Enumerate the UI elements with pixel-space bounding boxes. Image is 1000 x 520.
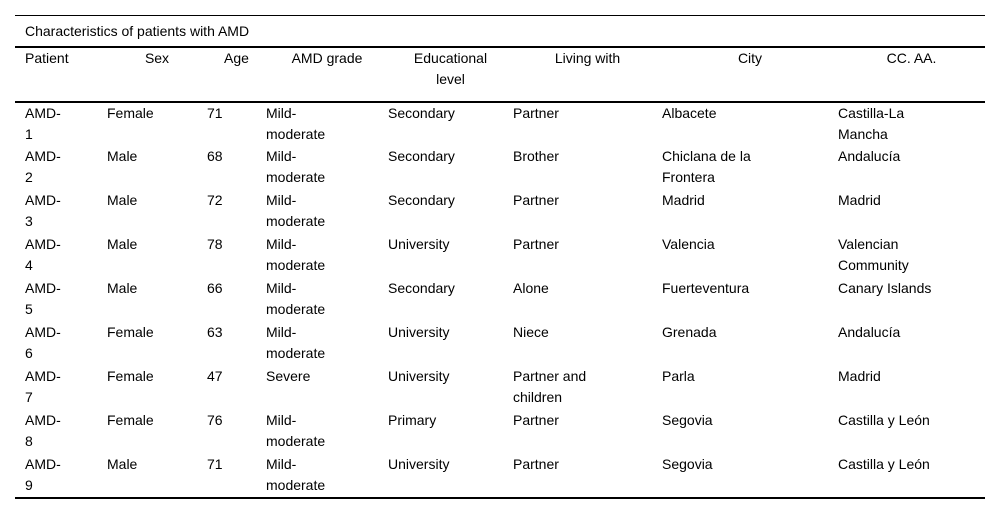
cell-living-with: Brother [513,148,559,164]
column-header-living-with: Living with [513,48,662,103]
cell-sex: Male [107,456,138,472]
column-header-patient: Patient [15,48,107,103]
table-title: Characteristics of patients with AMD [15,15,985,48]
cell-patient: AMD- 1 [25,105,61,142]
cell-age: 71 [207,105,223,121]
cell-cc-aa: Castilla y León [838,456,930,472]
cell-amd-grade: Mild- moderate [266,105,326,142]
cell-educational-level: University [388,368,450,384]
cell-cc-aa: Andalucía [838,148,901,164]
cell-city: Segovia [662,412,713,428]
cell-sex: Female [107,368,154,384]
cell-amd-grade: Mild- moderate [266,456,326,493]
cell-living-with: Partner [513,412,559,428]
cell-amd-grade: Severe [266,368,311,384]
table-row: AMD- 6 Female 63 Mild- moderate Universi… [15,322,985,366]
table-row: AMD- 1 Female 71 Mild- moderate Secondar… [15,102,985,146]
patient-characteristics-table: Characteristics of patients with AMD Pat… [15,15,985,499]
table-row: AMD- 2 Male 68 Mild- moderate Secondary … [15,146,985,190]
column-header-sex: Sex [107,48,207,103]
cell-sex: Male [107,236,138,252]
cell-cc-aa: Canary Islands [838,280,932,296]
cell-patient: AMD- 2 [25,148,61,185]
column-header-age: Age [207,48,266,103]
cell-patient: AMD- 6 [25,324,61,361]
cell-cc-aa: Madrid [838,192,881,208]
cell-sex: Male [107,192,138,208]
cell-patient: AMD- 7 [25,368,61,405]
column-header-city: City [662,48,838,103]
table-row: AMD- 4 Male 78 Mild- moderate University… [15,234,985,278]
cell-city: Valencia [662,236,715,252]
cell-educational-level: Secondary [388,192,455,208]
cell-age: 63 [207,324,223,340]
cell-sex: Female [107,105,154,121]
cell-living-with: Partner [513,192,559,208]
table-row: AMD- 8 Female 76 Mild- moderate Primary … [15,410,985,454]
cell-city: Fuerteventura [662,280,750,296]
cell-sex: Female [107,324,154,340]
cell-cc-aa: Valencian Community [838,236,909,273]
cell-sex: Male [107,280,138,296]
cell-educational-level: University [388,456,450,472]
cell-educational-level: Secondary [388,148,455,164]
cell-patient: AMD- 3 [25,192,61,229]
cell-city: Madrid [662,192,705,208]
cell-living-with: Partner [513,236,559,252]
cell-living-with: Alone [513,280,549,296]
cell-patient: AMD- 5 [25,280,61,317]
cell-amd-grade: Mild- moderate [266,192,326,229]
cell-city: Chiclana de la Frontera [662,148,751,185]
cell-educational-level: Secondary [388,280,455,296]
cell-amd-grade: Mild- moderate [266,412,326,449]
table-row: AMD- 9 Male 71 Mild- moderate University… [15,454,985,498]
column-header-cc-aa: CC. AA. [838,48,985,103]
cell-cc-aa: Andalucía [838,324,901,340]
column-header-educational-level: Educational level [388,48,513,103]
table-row: AMD- 7 Female 47 Severe University Partn… [15,366,985,410]
cell-age: 71 [207,456,223,472]
cell-city: Segovia [662,456,713,472]
cell-age: 78 [207,236,223,252]
cell-age: 68 [207,148,223,164]
cell-city: Parla [662,368,695,384]
cell-educational-level: University [388,324,450,340]
cell-educational-level: University [388,236,450,252]
cell-amd-grade: Mild- moderate [266,280,326,317]
cell-amd-grade: Mild- moderate [266,148,326,185]
cell-living-with: Partner and children [513,368,587,405]
cell-city: Grenada [662,324,717,340]
cell-cc-aa: Madrid [838,368,881,384]
cell-amd-grade: Mild- moderate [266,236,326,273]
cell-patient: AMD- 4 [25,236,61,273]
header-row: Patient Sex Age AMD grade Educational le… [15,48,985,103]
cell-cc-aa: Castilla-La Mancha [838,105,905,142]
cell-educational-level: Secondary [388,105,455,121]
cell-age: 76 [207,412,223,428]
cell-age: 47 [207,368,223,384]
column-header-amd-grade: AMD grade [266,48,388,103]
cell-age: 72 [207,192,223,208]
table: Patient Sex Age AMD grade Educational le… [15,48,985,499]
cell-city: Albacete [662,105,717,121]
cell-educational-level: Primary [388,412,437,428]
cell-living-with: Partner [513,456,559,472]
table-row: AMD- 3 Male 72 Mild- moderate Secondary … [15,190,985,234]
cell-patient: AMD- 9 [25,456,61,493]
table-row: AMD- 5 Male 66 Mild- moderate Secondary … [15,278,985,322]
cell-living-with: Partner [513,105,559,121]
cell-living-with: Niece [513,324,549,340]
cell-age: 66 [207,280,223,296]
cell-cc-aa: Castilla y León [838,412,930,428]
cell-sex: Male [107,148,138,164]
cell-amd-grade: Mild- moderate [266,324,326,361]
cell-patient: AMD- 8 [25,412,61,449]
cell-sex: Female [107,412,154,428]
